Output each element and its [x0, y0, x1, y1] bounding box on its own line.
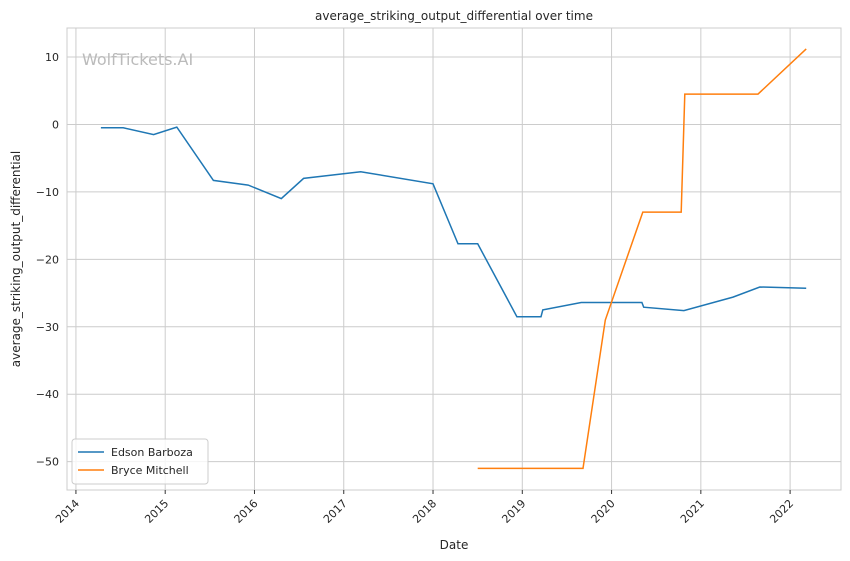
series-line-bryce-mitchell [477, 48, 807, 470]
y-tick-label: 0 [52, 118, 59, 131]
x-tick-label: 2020 [589, 497, 618, 526]
x-tick-label: 2015 [142, 497, 171, 526]
chart-title: average_striking_output_differential ove… [315, 9, 593, 23]
legend-label: Edson Barboza [111, 446, 193, 459]
x-tick-label: 2021 [678, 497, 707, 526]
y-tick-label: −40 [36, 388, 59, 401]
x-axis-label: Date [440, 538, 469, 552]
y-tick-label: −20 [36, 253, 59, 266]
series-line-edson-barboza [100, 126, 807, 318]
plot-frame [66, 27, 842, 491]
x-tick-label: 2016 [232, 497, 261, 526]
watermark: WolfTickets.AI [82, 50, 193, 69]
legend-box [71, 438, 209, 485]
y-tick-label: −50 [36, 456, 59, 469]
x-tick-label: 2018 [410, 497, 439, 526]
y-tick-label: −10 [36, 186, 59, 199]
y-tick-label: −30 [36, 321, 59, 334]
x-tick-label: 2019 [499, 497, 528, 526]
x-tick-label: 2014 [53, 497, 82, 526]
y-axis-label: average_striking_output_differential [9, 151, 23, 367]
x-tick-label: 2022 [767, 497, 796, 526]
legend: Edson Barboza Bryce Mitchell [71, 438, 209, 485]
legend-label: Bryce Mitchell [111, 464, 189, 477]
x-tick-label: 2017 [321, 497, 350, 526]
y-tick-label: 10 [45, 51, 59, 64]
